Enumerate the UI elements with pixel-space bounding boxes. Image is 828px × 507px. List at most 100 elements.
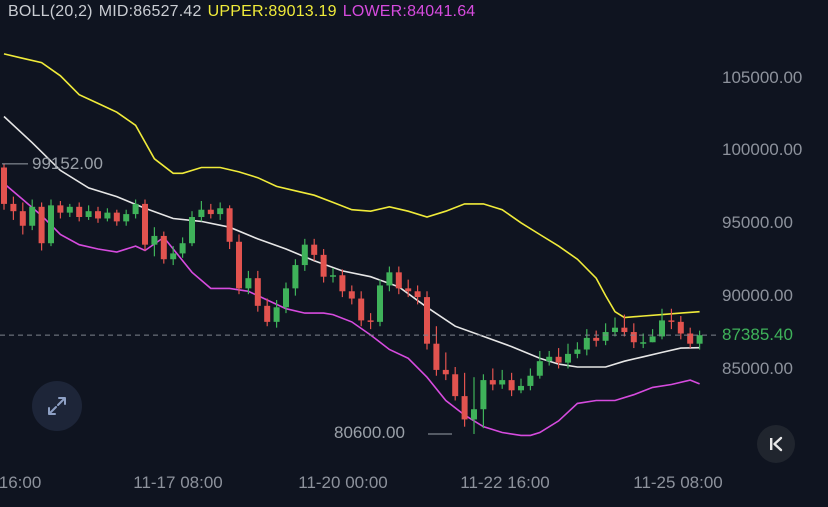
upper-value: UPPER:89013.19	[207, 3, 337, 20]
candle[interactable]	[236, 234, 242, 295]
candle[interactable]	[123, 209, 130, 226]
candle[interactable]	[207, 203, 214, 219]
candle[interactable]	[311, 238, 318, 261]
candle[interactable]	[565, 343, 571, 369]
candle[interactable]	[339, 269, 346, 298]
candle[interactable]	[395, 266, 402, 295]
candle-body	[461, 396, 468, 420]
candle[interactable]	[424, 291, 430, 350]
candle[interactable]	[348, 285, 355, 305]
candle[interactable]	[630, 323, 637, 349]
candle-body	[536, 361, 543, 376]
candle[interactable]	[593, 330, 600, 347]
candle[interactable]	[536, 350, 543, 379]
candle[interactable]	[640, 333, 647, 349]
candle[interactable]	[405, 279, 412, 298]
candle-body	[574, 349, 581, 354]
candle[interactable]	[142, 199, 148, 251]
candle-body	[555, 356, 562, 363]
candle[interactable]	[574, 342, 581, 359]
candle[interactable]	[104, 208, 111, 222]
candle[interactable]	[198, 200, 205, 222]
candle[interactable]	[649, 329, 656, 343]
candle[interactable]	[442, 352, 449, 381]
candle[interactable]	[254, 270, 261, 312]
candle[interactable]	[555, 348, 562, 369]
candle-body	[48, 205, 54, 244]
candle[interactable]	[10, 196, 17, 220]
candle[interactable]	[508, 372, 515, 397]
candle[interactable]	[85, 205, 92, 220]
candle-body	[66, 206, 73, 213]
candle[interactable]	[659, 308, 665, 340]
candle-body	[19, 211, 26, 226]
candle[interactable]	[226, 205, 233, 250]
candle[interactable]	[76, 202, 83, 222]
candle[interactable]	[668, 308, 675, 330]
candle[interactable]	[433, 326, 440, 376]
candle[interactable]	[612, 317, 618, 337]
candle-body	[508, 380, 515, 391]
candle[interactable]	[367, 313, 374, 330]
y-tick-label: 95000.00	[722, 213, 793, 233]
candle[interactable]	[283, 282, 289, 314]
candle[interactable]	[583, 329, 590, 356]
candle[interactable]	[179, 237, 186, 258]
candle[interactable]	[518, 378, 524, 394]
candle[interactable]	[245, 270, 252, 295]
candle[interactable]	[19, 202, 26, 235]
candle-body	[301, 244, 308, 266]
candle[interactable]	[151, 227, 158, 257]
candle[interactable]	[386, 266, 393, 292]
candle-body	[565, 353, 571, 363]
candle[interactable]	[489, 368, 496, 391]
candle[interactable]	[217, 202, 224, 220]
candle[interactable]	[48, 199, 54, 247]
candle[interactable]	[320, 249, 327, 283]
candle[interactable]	[292, 259, 299, 296]
candle[interactable]	[132, 199, 139, 219]
candle-body	[123, 214, 130, 222]
candle[interactable]	[1, 163, 7, 210]
candle[interactable]	[330, 267, 336, 283]
candle[interactable]	[264, 298, 271, 327]
expand-arrows-icon	[48, 397, 66, 415]
candle[interactable]	[499, 369, 506, 389]
candle-body	[160, 235, 167, 260]
candle-body	[330, 275, 336, 277]
candle[interactable]	[113, 209, 120, 226]
candle[interactable]	[358, 291, 365, 327]
candle[interactable]	[301, 238, 308, 271]
scroll-to-latest-button[interactable]	[757, 425, 795, 463]
expand-button[interactable]	[32, 381, 82, 431]
candle[interactable]	[461, 372, 468, 427]
candle[interactable]	[57, 200, 64, 219]
candle[interactable]	[687, 327, 694, 349]
candle[interactable]	[170, 246, 177, 266]
candle[interactable]	[696, 330, 703, 350]
candle[interactable]	[273, 300, 280, 328]
candle[interactable]	[29, 199, 36, 231]
candle-body	[76, 206, 83, 218]
candle[interactable]	[189, 211, 195, 247]
candle[interactable]	[38, 202, 45, 251]
candle[interactable]	[621, 314, 628, 337]
candle[interactable]	[377, 279, 383, 327]
candle[interactable]	[160, 231, 167, 264]
candle-body	[320, 254, 327, 277]
candle[interactable]	[602, 323, 609, 346]
candle[interactable]	[414, 285, 421, 305]
candle[interactable]	[66, 203, 73, 218]
candle[interactable]	[452, 366, 459, 401]
candle[interactable]	[677, 316, 684, 340]
candle[interactable]	[471, 377, 477, 434]
x-tick-label: 11-25 08:00	[633, 473, 723, 492]
candle-body	[1, 167, 7, 204]
candle[interactable]	[480, 374, 487, 429]
candle-body	[424, 297, 430, 344]
candle[interactable]	[95, 206, 101, 223]
candle[interactable]	[546, 350, 553, 366]
candle[interactable]	[527, 368, 534, 391]
